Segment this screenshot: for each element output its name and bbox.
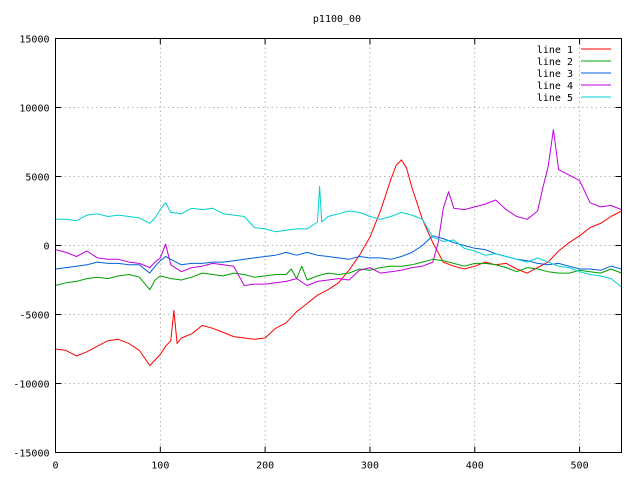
legend-label-3: line 3 — [537, 69, 573, 80]
series-line-4 — [55, 129, 622, 286]
y-tick-label: -15000 — [13, 449, 49, 460]
series-line-1 — [55, 159, 622, 367]
plot-frame — [55, 38, 622, 453]
legend-label-5: line 5 — [537, 93, 573, 104]
x-tick-label: 200 — [256, 461, 274, 472]
legend-label-4: line 4 — [537, 81, 573, 92]
x-tick-label: 0 — [52, 461, 58, 472]
y-tick-label: 0 — [43, 242, 49, 253]
legend-label-1: line 1 — [537, 45, 573, 56]
x-tick-label: 100 — [151, 461, 169, 472]
y-tick-label: 15000 — [19, 35, 49, 46]
y-tick-label: 10000 — [19, 104, 49, 115]
grid — [55, 38, 622, 453]
y-tick-label: 5000 — [25, 173, 49, 184]
y-tick-label: -10000 — [13, 380, 49, 391]
series-lines — [55, 129, 622, 367]
series-line-3 — [55, 235, 622, 274]
legend-label-2: line 2 — [537, 57, 573, 68]
chart-title: p1100_00 — [313, 14, 361, 25]
y-tick-label: -5000 — [19, 311, 49, 322]
x-tick-label: 300 — [361, 461, 379, 472]
x-tick-label: 500 — [571, 461, 589, 472]
x-tick-label: 400 — [466, 461, 484, 472]
series-line-5 — [55, 185, 622, 288]
series-line-2 — [55, 258, 622, 291]
tick-labels: 0 100 200 300 400 500 -15000 -10000 -5000 0 5000 10… — [13, 35, 588, 472]
